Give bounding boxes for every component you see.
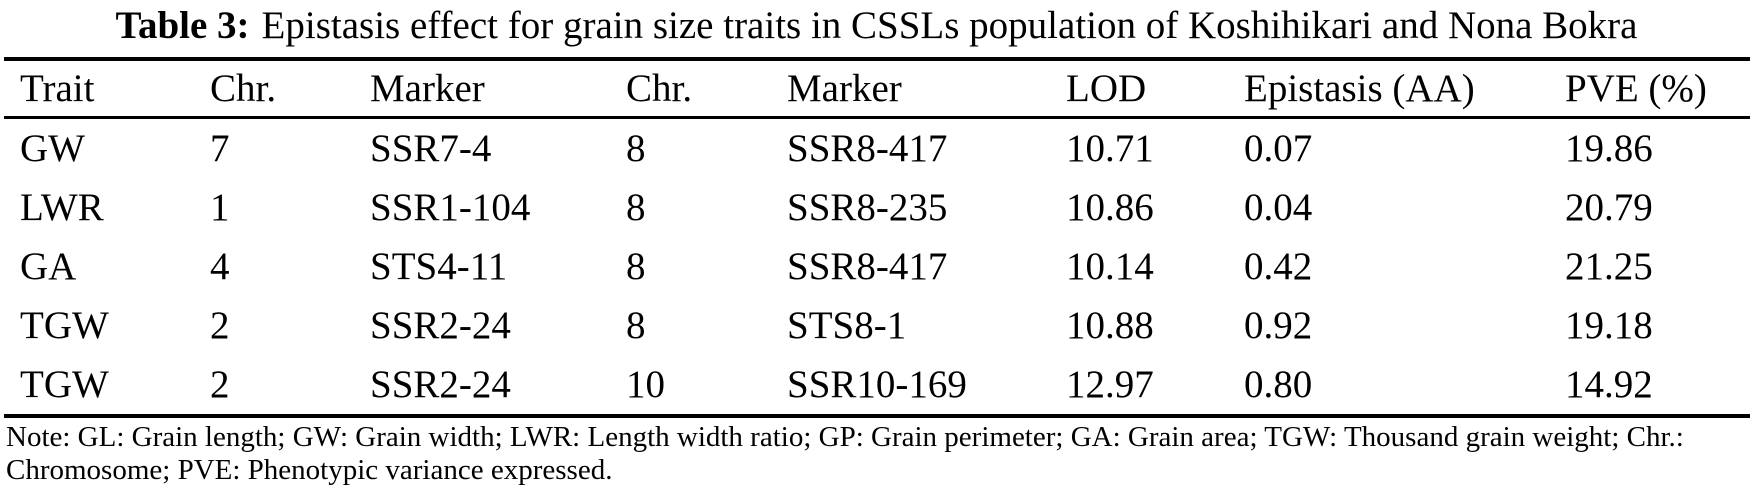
- cell-chr-2: 8: [626, 127, 646, 170]
- column-header-pve: PVE (%): [1565, 67, 1707, 110]
- cell-trait: TGW: [20, 363, 109, 406]
- cell-chr-1: 2: [210, 304, 230, 347]
- cell-marker-2: SSR8-417: [787, 127, 948, 170]
- cell-pve: 20.79: [1565, 186, 1653, 229]
- cell-marker-1: SSR7-4: [370, 127, 492, 170]
- table-top-rule: [4, 57, 1750, 61]
- cell-marker-2: STS8-1: [787, 304, 907, 347]
- cell-marker-2: SSR8-417: [787, 245, 948, 288]
- column-header-lod: LOD: [1066, 67, 1147, 110]
- column-header-marker-1: Marker: [370, 67, 485, 110]
- table-caption: Table 3: Epistasis effect for grain size …: [0, 0, 1753, 57]
- cell-lod: 12.97: [1066, 363, 1154, 406]
- cell-chr-1: 4: [210, 245, 230, 288]
- cell-chr-1: 7: [210, 127, 230, 170]
- cell-trait: TGW: [20, 304, 109, 347]
- table-header-rule: [4, 116, 1750, 119]
- table-header-row: Trait Chr. Marker Chr. Marker LOD Epista…: [0, 61, 1753, 116]
- cell-marker-1: STS4-11: [370, 245, 508, 288]
- cell-marker-1: SSR1-104: [370, 186, 531, 229]
- cell-chr-1: 1: [210, 186, 230, 229]
- table-row: LWR 1 SSR1-104 8 SSR8-235 10.86 0.04 20.…: [0, 178, 1753, 237]
- column-header-chr-1: Chr.: [210, 67, 277, 110]
- cell-marker-2: SSR8-235: [787, 186, 948, 229]
- cell-chr-2: 8: [626, 304, 646, 347]
- cell-pve: 19.86: [1565, 127, 1653, 170]
- table-row: GW 7 SSR7-4 8 SSR8-417 10.71 0.07 19.86: [0, 119, 1753, 178]
- cell-trait: GW: [20, 127, 85, 170]
- cell-lod: 10.86: [1066, 186, 1154, 229]
- table-footnote: Note: GL: Grain length; GW: Grain width;…: [6, 421, 1684, 486]
- cell-epistasis: 0.07: [1244, 127, 1313, 170]
- cell-pve: 21.25: [1565, 245, 1653, 288]
- cell-lod: 10.71: [1066, 127, 1154, 170]
- cell-pve: 19.18: [1565, 304, 1653, 347]
- cell-epistasis: 0.92: [1244, 304, 1313, 347]
- column-header-trait: Trait: [20, 67, 95, 110]
- cell-pve: 14.92: [1565, 363, 1653, 406]
- cell-chr-2: 10: [626, 363, 665, 406]
- cell-epistasis: 0.80: [1244, 363, 1313, 406]
- table-row: TGW 2 SSR2-24 10 SSR10-169 12.97 0.80 14…: [0, 355, 1753, 414]
- cell-chr-1: 2: [210, 363, 230, 406]
- column-header-marker-2: Marker: [787, 67, 902, 110]
- table-bottom-rule: [4, 414, 1750, 418]
- cell-epistasis: 0.42: [1244, 245, 1313, 288]
- table-caption-text: Epistasis effect for grain size traits i…: [261, 4, 1638, 47]
- cell-trait: LWR: [20, 186, 104, 229]
- table-row: GA 4 STS4-11 8 SSR8-417 10.14 0.42 21.25: [0, 237, 1753, 296]
- cell-marker-1: SSR2-24: [370, 363, 511, 406]
- column-header-chr-2: Chr.: [626, 67, 693, 110]
- cell-chr-2: 8: [626, 245, 646, 288]
- column-header-epistasis: Epistasis (AA): [1244, 67, 1475, 110]
- cell-marker-2: SSR10-169: [787, 363, 967, 406]
- table-caption-label: Table 3:: [115, 4, 250, 47]
- cell-lod: 10.14: [1066, 245, 1154, 288]
- cell-epistasis: 0.04: [1244, 186, 1313, 229]
- cell-chr-2: 8: [626, 186, 646, 229]
- cell-lod: 10.88: [1066, 304, 1154, 347]
- cell-trait: GA: [20, 245, 77, 288]
- table-row: TGW 2 SSR2-24 8 STS8-1 10.88 0.92 19.18: [0, 296, 1753, 355]
- cell-marker-1: SSR2-24: [370, 304, 511, 347]
